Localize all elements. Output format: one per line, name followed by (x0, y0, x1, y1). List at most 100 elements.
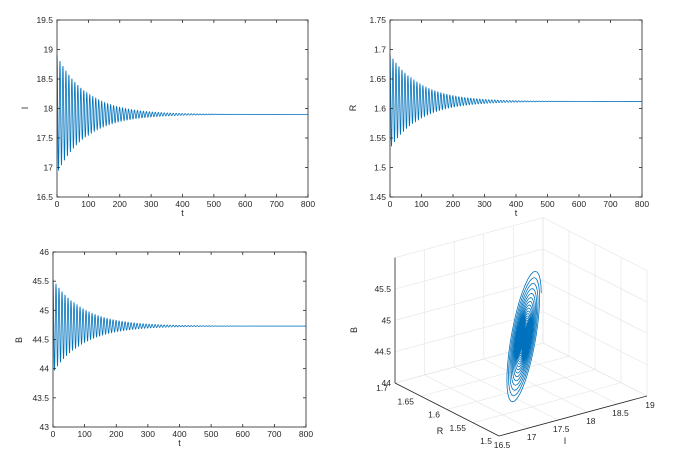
y-tick-label: 46 (40, 247, 50, 257)
x-tick-label: 600 (238, 199, 252, 209)
y-tick-label: 16.5 (36, 192, 53, 202)
x-tick-label: 300 (144, 199, 158, 209)
i-tick-label: 18.5 (612, 408, 629, 418)
z-axis-label-3d: B (349, 327, 359, 333)
series-line-b (52, 279, 306, 371)
y-axis-label-b: B (14, 337, 24, 343)
y-tick-label: 17.5 (36, 133, 53, 143)
y-axis-label-3d: R (437, 426, 444, 436)
x-tick-label: 100 (414, 199, 428, 209)
x-axis-label-r: t (515, 208, 518, 218)
y-tick-label: 45.5 (32, 276, 49, 286)
tick-group-3d: 16.5 17 17.5 18 18.5 19 1.5 1.55 1.6 1.65 1.744 44.… (374, 284, 655, 450)
y-tick-label: 44 (40, 364, 50, 374)
x-axis-label-3d: I (564, 436, 567, 446)
x-tick-label: 500 (204, 429, 218, 439)
x-tick-label: 0 (51, 429, 56, 439)
grid-floor-r (472, 382, 622, 424)
grid-side-b (542, 342, 648, 397)
x-tick-label: 800 (301, 199, 315, 209)
y-tick-label: 1.6 (374, 104, 386, 114)
x-tick-label: 600 (236, 429, 250, 439)
x-tick-label: 200 (113, 199, 127, 209)
x-axis-label-b: t (178, 438, 181, 448)
grid-floor-r (446, 369, 596, 410)
x-tick-label: 600 (572, 199, 586, 209)
panel-phase-portrait: 16.5 17 17.5 18 18.5 19 1.5 1.55 1.6 1.65 1.744 44.… (349, 217, 655, 450)
y-axis-label-r: R (348, 104, 358, 111)
x-tick-label: 500 (207, 199, 221, 209)
tick-group-r: 0 100 200 300 400 500 600 700 800 1.45 1.5 1.55 1.6 1… (369, 15, 649, 209)
series-line-3d (506, 270, 542, 403)
x-tick-label: 700 (267, 429, 281, 439)
y-tick-label: 18.5 (36, 74, 53, 84)
r-tick-label: 1.7 (376, 383, 388, 393)
y-tick-label: 44.5 (32, 335, 49, 345)
b-tick-label: 44 (382, 378, 392, 388)
x-tick-label: 0 (55, 199, 60, 209)
axes-3d (394, 257, 648, 437)
x-tick-label: 800 (635, 199, 649, 209)
b-tick-label: 44.5 (374, 347, 391, 357)
series-line-r (389, 54, 642, 147)
y-tick-label: 1.5 (374, 163, 386, 173)
series-line-i (56, 55, 309, 171)
x-tick-label: 0 (388, 199, 393, 209)
i-tick-label: 18 (586, 416, 596, 426)
y-tick-label: 17 (44, 163, 54, 173)
r-tick-label: 1.5 (480, 436, 492, 446)
grid-back-b (394, 280, 544, 321)
panel-r-vs-t: 0 100 200 300 400 500 600 700 800 1.45 1.5 1.55 1.6 1… (348, 15, 649, 218)
tick-group-b: 0 100 200 300 400 500 600 700 800 43 43.5 44 44.5 45 4… (32, 247, 313, 439)
y-tick-label: 1.65 (369, 74, 386, 84)
x-tick-label: 400 (509, 199, 523, 209)
y-tick-label: 1.75 (369, 15, 386, 25)
y-axis-label-i: I (20, 107, 30, 110)
axes-box-i (56, 19, 309, 198)
i-tick-label: 17 (527, 432, 537, 442)
x-tick-label: 300 (477, 199, 491, 209)
grid-back-b (394, 217, 544, 258)
x-tick-label: 700 (270, 199, 284, 209)
b-tick-label: 45.5 (374, 284, 391, 294)
panel-i-vs-t: 0 100 200 300 400 500 600 700 800 16.5 17 17.5 18 18.… (20, 15, 315, 218)
grid-back-b (394, 248, 544, 290)
grid-3d (394, 217, 648, 437)
tick-group-i: 0 100 200 300 400 500 600 700 800 16.5 17 17.5 18 18.… (36, 15, 315, 209)
b-tick-label: 45 (382, 315, 392, 325)
x-tick-label: 100 (78, 429, 92, 439)
x-axis-label-i: t (181, 208, 184, 218)
y-tick-label: 1.55 (369, 133, 386, 143)
y-tick-label: 19 (44, 45, 54, 55)
r-tick-label: 1.65 (397, 396, 414, 406)
x-tick-label: 500 (540, 199, 554, 209)
axis-i (498, 395, 648, 437)
y-tick-label: 18 (44, 104, 54, 114)
y-tick-label: 1.7 (374, 45, 386, 55)
y-tick-label: 45 (40, 305, 50, 315)
x-tick-label: 800 (299, 429, 313, 439)
grid-floor-r (420, 355, 570, 397)
x-tick-label: 100 (81, 199, 95, 209)
x-tick-label: 200 (446, 199, 460, 209)
grid-side-b (542, 217, 648, 271)
x-tick-label: 400 (175, 199, 189, 209)
i-tick-label: 19 (645, 400, 655, 410)
x-tick-label: 300 (141, 429, 155, 439)
grid-side-b (542, 248, 648, 303)
x-tick-label: 700 (603, 199, 617, 209)
grid-side-b (542, 311, 648, 365)
axis-r (394, 382, 500, 437)
i-tick-label: 17.5 (553, 424, 570, 434)
x-tick-label: 400 (172, 429, 186, 439)
y-tick-label: 43 (40, 422, 50, 432)
i-tick-label: 16.5 (494, 440, 511, 450)
r-tick-label: 1.6 (428, 410, 440, 420)
y-tick-label: 43.5 (32, 393, 49, 403)
panel-b-vs-t: 0 100 200 300 400 500 600 700 800 43 43.5 44 44.5 45 4… (14, 247, 313, 448)
r-tick-label: 1.55 (449, 423, 466, 433)
x-tick-label: 200 (109, 429, 123, 439)
grid-side-b (542, 280, 648, 334)
y-tick-label: 1.45 (369, 192, 386, 202)
